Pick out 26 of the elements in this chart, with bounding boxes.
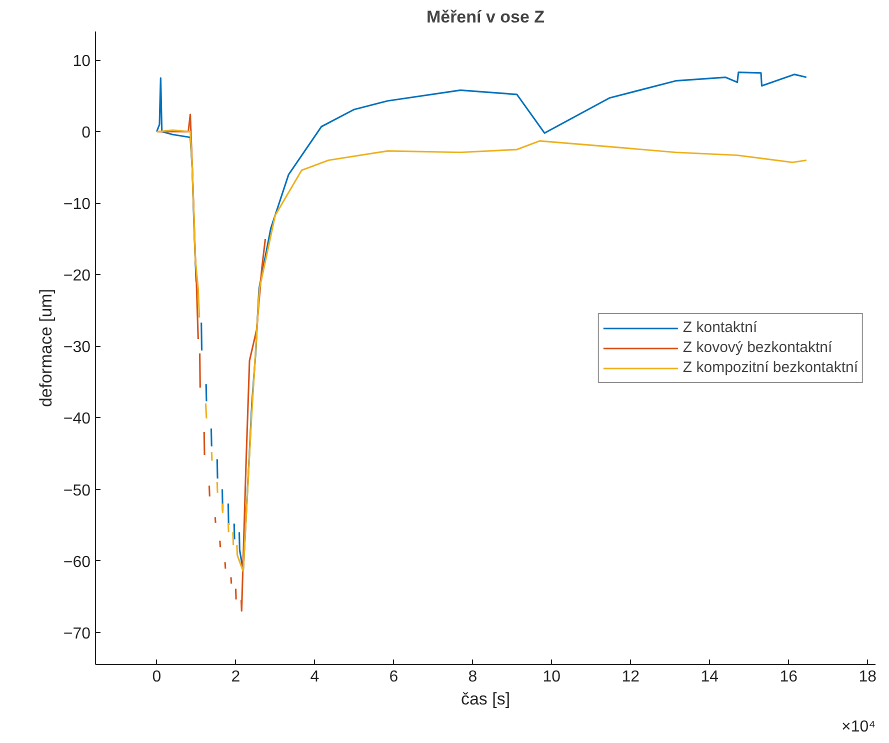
y-tick-label: −70 [63, 625, 91, 642]
legend-label: Z kovový bezkontaktní [682, 339, 832, 356]
x-tick-label: 8 [468, 668, 478, 686]
y-tick-label: −10 [63, 196, 91, 214]
x-tick-label: 18 [858, 668, 877, 686]
y-axis-title: deformace [um] [36, 288, 56, 408]
legend-label: Z kompozitní bezkontaktní [682, 359, 858, 376]
y-tick-label: −30 [63, 339, 91, 356]
y-tick-label: −20 [63, 268, 91, 285]
x-tick-label: 10 [542, 668, 561, 686]
x-axis-title: čas [s] [460, 690, 510, 708]
x-tick-label: 14 [700, 668, 719, 686]
chart-title: Měření v ose Z [426, 8, 545, 26]
text: ×10⁴ [841, 718, 876, 736]
x-tick-label: 2 [231, 668, 240, 686]
y-tick-label: −60 [63, 554, 91, 571]
x-tick-label: 16 [780, 668, 798, 686]
x-tick-label: 4 [310, 668, 320, 686]
y-tick-label: −50 [63, 482, 91, 500]
x-tick-label: 6 [389, 668, 398, 686]
y-tick-label: 10 [72, 53, 91, 70]
x-tick-label: 12 [622, 668, 640, 686]
x-tick-label: 0 [152, 668, 162, 686]
y-tick-label: 0 [82, 124, 91, 142]
y-tick-label: −40 [63, 410, 91, 428]
legend-label: Z kontaktní [682, 319, 758, 336]
